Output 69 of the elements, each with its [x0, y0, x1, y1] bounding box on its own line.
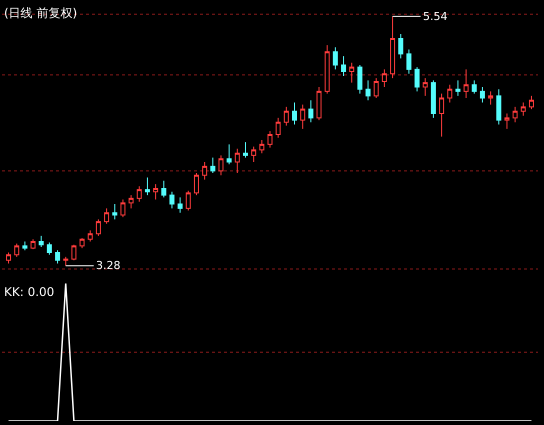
candlestick	[30, 238, 36, 250]
candlestick	[341, 56, 346, 76]
candlestick	[357, 64, 362, 94]
candlestick	[324, 44, 330, 94]
candlestick	[308, 100, 314, 123]
candlestick	[136, 186, 142, 202]
candlestick	[226, 144, 232, 165]
candlestick	[63, 256, 68, 266]
chart-title: KK: 0.00	[4, 285, 54, 299]
candlestick	[447, 84, 452, 103]
chart-title: (日线 前复权)	[4, 6, 78, 20]
candlestick	[374, 78, 379, 99]
candlestick	[251, 146, 256, 163]
candlestick	[472, 80, 477, 94]
candlestick	[480, 86, 485, 103]
candlestick	[161, 180, 166, 198]
candlestick	[496, 88, 502, 126]
candlestick	[268, 130, 272, 148]
candlestick	[14, 243, 20, 258]
candlestick	[96, 218, 101, 236]
candlestick	[194, 172, 199, 196]
candlestick	[439, 93, 444, 138]
candlestick	[390, 16, 396, 79]
candlestick	[169, 191, 174, 209]
candlestick	[276, 117, 281, 138]
candlestick	[186, 190, 191, 212]
candlestick	[300, 104, 306, 130]
candlestick	[71, 244, 76, 261]
candlestick	[178, 196, 183, 214]
candlestick	[488, 90, 494, 106]
candlestick	[22, 240, 28, 251]
candlestick	[430, 80, 436, 118]
annotation: 5.54	[423, 10, 448, 23]
candlestick	[38, 235, 44, 248]
candlestick	[504, 112, 510, 130]
candlestick	[464, 68, 469, 99]
candlestick	[210, 157, 216, 174]
candlestick	[528, 95, 534, 110]
candlestick	[218, 154, 224, 176]
candlestick	[512, 106, 518, 123]
candlestick	[398, 34, 404, 59]
candlestick	[349, 62, 354, 84]
candlestick	[284, 106, 289, 126]
candlestick	[120, 199, 126, 218]
candlestick	[406, 48, 412, 74]
candlestick	[332, 46, 338, 70]
candlestick	[88, 230, 93, 242]
candlestick	[112, 203, 118, 220]
candlestick	[242, 142, 248, 158]
candlestick	[259, 139, 264, 154]
candlestick	[520, 102, 526, 116]
candlestick	[202, 162, 208, 180]
annotation: 3.28	[96, 259, 120, 272]
candlestick	[144, 176, 150, 196]
candlestick	[316, 86, 322, 121]
candlestick	[6, 252, 12, 264]
candlestick	[366, 80, 371, 101]
candlestick	[128, 194, 134, 209]
candlestick	[80, 238, 85, 249]
candlestick	[292, 102, 298, 126]
candlestick	[104, 208, 110, 224]
candlestick	[46, 242, 52, 256]
candlestick	[382, 68, 387, 88]
candlestick	[55, 250, 60, 264]
candlestick	[234, 148, 240, 174]
candlestick	[422, 78, 428, 96]
candlestick	[153, 184, 158, 200]
candlestick	[414, 66, 420, 92]
candlestick	[455, 80, 460, 96]
